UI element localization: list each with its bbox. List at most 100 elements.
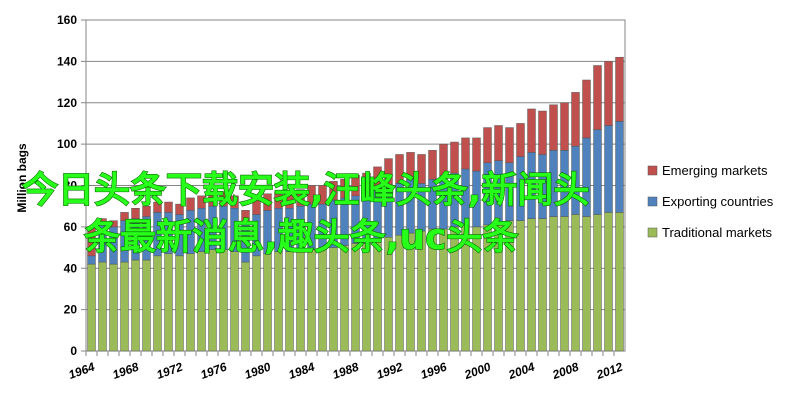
bar-traditional-markets-2004 bbox=[527, 218, 536, 352]
bar-traditional-markets-1967 bbox=[120, 261, 129, 352]
bar-emerging-markets-1971 bbox=[164, 201, 173, 213]
bar-emerging-markets-1984 bbox=[307, 185, 316, 205]
bar-emerging-markets-1972 bbox=[175, 203, 184, 215]
bar-emerging-markets-1995 bbox=[428, 150, 437, 180]
y-tick-label: 120 bbox=[57, 96, 77, 110]
overlay-line-2: 条最新消息,趣头条,uc头条 bbox=[84, 217, 518, 258]
bar-traditional-markets-2005 bbox=[538, 218, 547, 352]
bar-traditional-markets-1981 bbox=[274, 251, 283, 352]
bar-traditional-markets-1972 bbox=[175, 255, 184, 352]
bar-emerging-markets-1982 bbox=[285, 191, 294, 209]
bar-traditional-markets-1966 bbox=[109, 263, 118, 352]
bar-traditional-markets-1979 bbox=[252, 255, 261, 352]
bar-emerging-markets-1977 bbox=[230, 195, 239, 209]
bars bbox=[87, 56, 624, 352]
bar-traditional-markets-1969 bbox=[142, 259, 151, 352]
bar-traditional-markets-1964 bbox=[87, 263, 96, 352]
legend-swatch-exporting-countries bbox=[647, 196, 658, 207]
x-tick-label: 2004 bbox=[506, 360, 537, 383]
bar-emerging-markets-1997 bbox=[450, 141, 459, 174]
overlay-line-1: 今日头条下载安装,汪峰头条,新闻头 bbox=[22, 170, 589, 211]
x-tick-label: 1996 bbox=[419, 360, 449, 382]
bar-emerging-markets-1975 bbox=[208, 193, 217, 207]
y-tick-label: 20 bbox=[64, 303, 78, 317]
bar-emerging-markets-1983 bbox=[296, 189, 305, 207]
bar-emerging-markets-2011 bbox=[604, 61, 613, 126]
bar-traditional-markets-2010 bbox=[593, 214, 602, 352]
bar-traditional-markets-1974 bbox=[197, 251, 206, 352]
bar-emerging-markets-1980 bbox=[263, 193, 272, 211]
bar-traditional-markets-1976 bbox=[219, 249, 228, 352]
bar-traditional-markets-1988 bbox=[351, 243, 360, 352]
x-tick-label: 2008 bbox=[550, 360, 581, 383]
x-tick-label: 1984 bbox=[287, 360, 317, 382]
bar-traditional-markets-1983 bbox=[296, 249, 305, 352]
bar-traditional-markets-1968 bbox=[131, 259, 140, 352]
bar-traditional-markets-1987 bbox=[340, 245, 349, 352]
bar-exporting-countries-2012 bbox=[615, 121, 624, 213]
bar-traditional-markets-1984 bbox=[307, 249, 316, 352]
bar-emerging-markets-2006 bbox=[549, 104, 558, 151]
x-tick-label: 1988 bbox=[331, 360, 361, 382]
bar-traditional-markets-1965 bbox=[98, 261, 107, 352]
bar-traditional-markets-1977 bbox=[230, 251, 239, 352]
bar-emerging-markets-1965 bbox=[98, 218, 107, 226]
legend-swatch-emerging-markets bbox=[647, 165, 658, 176]
bar-traditional-markets-1980 bbox=[263, 253, 272, 352]
bar-emerging-markets-1988 bbox=[351, 174, 360, 197]
bar-emerging-markets-2003 bbox=[516, 123, 525, 157]
bar-traditional-markets-1978 bbox=[241, 261, 250, 352]
bar-emerging-markets-2008 bbox=[571, 92, 580, 147]
bar-emerging-markets-1968 bbox=[131, 208, 140, 219]
bar-emerging-markets-1970 bbox=[153, 201, 162, 213]
bar-traditional-markets-1970 bbox=[153, 255, 162, 352]
bar-emerging-markets-1994 bbox=[417, 154, 426, 184]
bar-emerging-markets-2007 bbox=[560, 102, 569, 151]
legend-swatch-traditional-markets bbox=[647, 227, 658, 238]
bar-emerging-markets-1993 bbox=[406, 152, 415, 180]
x-tick-label: 1972 bbox=[155, 360, 185, 382]
bar-emerging-markets-2001 bbox=[494, 125, 503, 161]
y-tick-label: 100 bbox=[57, 137, 77, 151]
bar-emerging-markets-1981 bbox=[274, 191, 283, 209]
bar-emerging-markets-2010 bbox=[593, 65, 602, 130]
bar-traditional-markets-2007 bbox=[560, 216, 569, 352]
bar-exporting-countries-2011 bbox=[604, 125, 613, 213]
bar-traditional-markets-2008 bbox=[571, 214, 580, 352]
y-tick-label: 140 bbox=[57, 54, 77, 68]
bar-emerging-markets-1967 bbox=[120, 212, 129, 221]
x-tick-label: 2012 bbox=[594, 360, 625, 383]
bar-emerging-markets-1964 bbox=[87, 226, 96, 257]
bar-emerging-markets-1999 bbox=[472, 137, 481, 172]
bar-traditional-markets-1985 bbox=[318, 249, 327, 352]
y-tick-label: 160 bbox=[57, 13, 77, 27]
x-tick-label: 1980 bbox=[243, 360, 273, 382]
bar-emerging-markets-1979 bbox=[252, 199, 261, 215]
x-tick-label: 1976 bbox=[199, 360, 229, 382]
bar-traditional-markets-2006 bbox=[549, 216, 558, 352]
bar-emerging-markets-1986 bbox=[329, 181, 338, 201]
bar-emerging-markets-1998 bbox=[461, 137, 470, 170]
bar-traditional-markets-1971 bbox=[164, 253, 173, 352]
y-tick-labels: 0 20 40 60 80 100 120 140 160 bbox=[57, 13, 77, 358]
bar-emerging-markets-2005 bbox=[538, 110, 547, 155]
bar-emerging-markets-1966 bbox=[109, 220, 118, 228]
bar-traditional-markets-2009 bbox=[582, 216, 591, 352]
bar-traditional-markets-1986 bbox=[329, 247, 338, 352]
bar-emerging-markets-2009 bbox=[582, 79, 591, 139]
bar-emerging-markets-1985 bbox=[318, 185, 327, 205]
bar-emerging-markets-1989 bbox=[362, 172, 371, 197]
legend-label: Traditional markets bbox=[662, 225, 773, 240]
x-tick-label: 2000 bbox=[462, 360, 493, 383]
overlay-watermark-text: 今日头条下载安装,汪峰头条,新闻头 条最新消息,趣头条,uc头条 bbox=[21, 169, 590, 258]
bar-traditional-markets-1973 bbox=[186, 253, 195, 352]
axes bbox=[81, 19, 615, 356]
bar-emerging-markets-1976 bbox=[219, 191, 228, 207]
bar-emerging-markets-1969 bbox=[142, 205, 151, 217]
legend-label: Exporting countries bbox=[662, 194, 774, 209]
y-tick-label: 40 bbox=[64, 261, 78, 275]
bar-emerging-markets-1992 bbox=[395, 154, 404, 184]
y-axis-label: Million bags bbox=[15, 143, 29, 213]
bar-emerging-markets-1990 bbox=[373, 166, 382, 190]
